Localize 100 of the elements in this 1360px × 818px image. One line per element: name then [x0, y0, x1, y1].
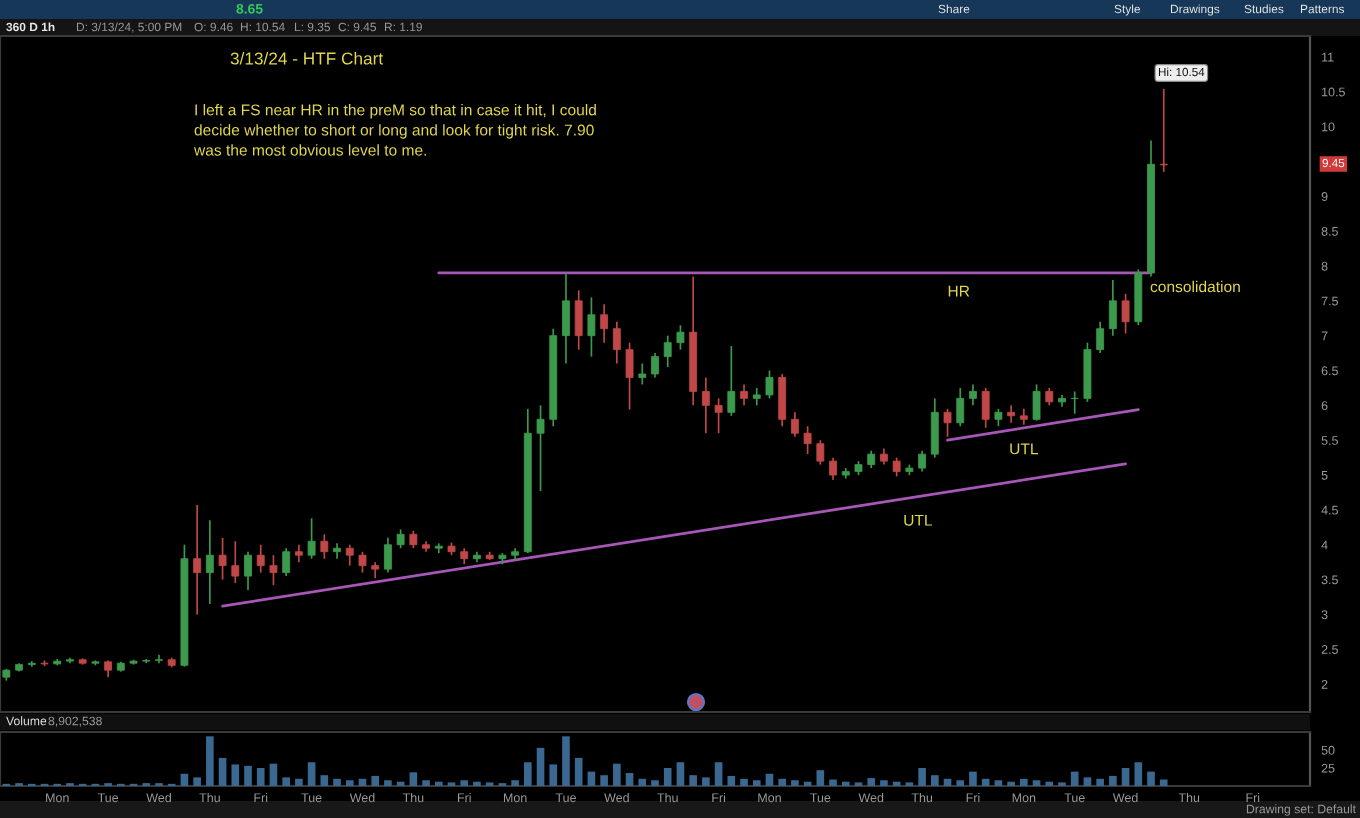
- bar: [867, 778, 876, 786]
- bar: [562, 736, 570, 786]
- candlestick: [816, 439, 825, 466]
- candlestick: [1096, 320, 1105, 354]
- bar: [1109, 775, 1117, 786]
- candlestick: [892, 456, 901, 478]
- bar: [549, 764, 558, 786]
- bar: [613, 763, 621, 786]
- bar: [345, 780, 354, 786]
- text: 3/13/24 - HTF Chart: [230, 51, 384, 65]
- candlestick: [396, 528, 405, 550]
- bar: [1134, 762, 1143, 786]
- candlestick: [1159, 88, 1168, 173]
- candlestick: [256, 543, 265, 574]
- bar: [384, 780, 392, 786]
- candlestick: [1007, 404, 1016, 424]
- bar: [816, 770, 825, 786]
- candlestick: [727, 345, 736, 417]
- candlestick: [943, 408, 952, 438]
- bar: [180, 773, 189, 786]
- bar: [422, 780, 430, 786]
- bar: [256, 768, 265, 786]
- candlestick: [829, 456, 837, 481]
- bar: [1147, 771, 1155, 786]
- candlestick: [803, 425, 812, 455]
- bar: [930, 775, 939, 786]
- candlestick: [320, 533, 329, 560]
- candlestick: [969, 383, 977, 407]
- bar: [918, 768, 926, 786]
- candlestick: [562, 272, 570, 365]
- bar: [791, 780, 799, 786]
- bar: [536, 747, 545, 786]
- bar: [994, 780, 1003, 786]
- bar: [663, 768, 672, 786]
- candlestick: [638, 362, 647, 386]
- bar: [765, 773, 774, 786]
- bar: [727, 775, 736, 786]
- bar: [371, 775, 380, 786]
- candlestick: [956, 387, 965, 428]
- bar: [1159, 779, 1168, 786]
- bar: [307, 762, 316, 786]
- bar: [778, 778, 786, 786]
- candlestick: [740, 383, 748, 407]
- candlestick: [231, 540, 240, 584]
- candlestick: [778, 373, 787, 428]
- candlestick: [765, 369, 774, 400]
- candlestick: [701, 376, 710, 435]
- bar: [460, 780, 469, 786]
- bar: [244, 765, 252, 786]
- bar: [1083, 777, 1092, 786]
- bar: [282, 777, 290, 786]
- candlestick: [345, 543, 354, 567]
- bar: [689, 775, 697, 786]
- bar: [880, 780, 888, 786]
- candlestick: [651, 352, 659, 379]
- candlestick: [384, 536, 392, 574]
- bar: [625, 773, 634, 786]
- candlestick: [981, 387, 990, 429]
- bar: [829, 779, 837, 786]
- bar: [1020, 778, 1028, 786]
- bar: [269, 763, 278, 786]
- bar: [702, 777, 710, 786]
- candlestick: [218, 536, 227, 581]
- candlestick: [282, 547, 291, 577]
- candlestick: [587, 296, 596, 358]
- bar: [320, 775, 329, 786]
- candlestick: [612, 320, 621, 365]
- bar: [295, 778, 303, 786]
- candlestick: [333, 542, 341, 560]
- candlestick: [790, 411, 799, 438]
- bar: [752, 780, 761, 786]
- bar: [218, 757, 227, 786]
- bar: [740, 778, 748, 786]
- candlestick: [676, 324, 685, 351]
- candlestick: [1121, 293, 1130, 335]
- bar: [574, 757, 583, 786]
- candlestick: [930, 397, 939, 459]
- bar: [333, 778, 341, 786]
- candlestick: [244, 550, 252, 591]
- bar: [1096, 778, 1104, 786]
- bar: [969, 771, 977, 786]
- candlestick: [358, 550, 367, 574]
- candlestick: [714, 397, 723, 435]
- candlestick: [536, 404, 545, 492]
- bar: [600, 775, 608, 786]
- bar: [676, 762, 685, 786]
- candlestick: [663, 334, 672, 368]
- bar: [511, 780, 519, 786]
- candlestick: [205, 519, 214, 605]
- bar: [193, 777, 201, 786]
- candlestick: [625, 341, 634, 411]
- candlestick: [600, 303, 609, 344]
- candlestick: [574, 289, 583, 351]
- bar: [1070, 771, 1079, 786]
- bar: [651, 780, 659, 786]
- bar: [1032, 780, 1041, 786]
- candlestick: [193, 504, 202, 616]
- bar: [409, 772, 418, 786]
- candlestick: [269, 554, 278, 586]
- candlestick: [918, 449, 926, 473]
